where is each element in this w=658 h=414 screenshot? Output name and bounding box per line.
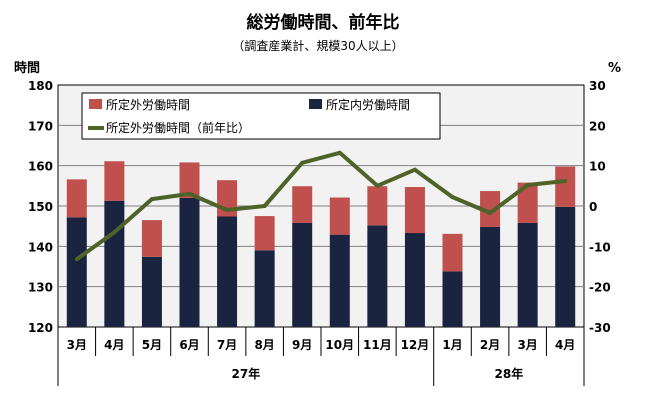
bar-overtime: [292, 186, 313, 223]
bar-scheduled: [480, 226, 501, 327]
bar-overtime: [104, 161, 125, 201]
bar-scheduled: [442, 271, 463, 327]
bar-scheduled: [217, 216, 238, 327]
x-tick-label: 3月: [67, 338, 87, 352]
x-tick-label: 11月: [363, 338, 392, 352]
x-tick-label: 2月: [480, 338, 500, 352]
x-axis: 3月 4月 5月 6月 7月 8月 9月 10月 11月 12月 1月 2月 3月 4月 27年 28年: [57, 327, 585, 386]
right-tick-label: 0: [589, 200, 597, 214]
right-axis-unit: %: [608, 61, 621, 76]
right-tick-label: 30: [589, 79, 606, 93]
x-tick-label: 8月: [254, 338, 274, 352]
bar-scheduled: [104, 200, 125, 327]
bar-overtime: [179, 162, 200, 198]
x-tick-label: 4月: [104, 338, 124, 352]
bar-scheduled: [367, 225, 388, 327]
bar-overtime: [254, 216, 275, 251]
ratio-point: [74, 257, 79, 262]
ratio-point: [337, 150, 342, 155]
bar-overtime: [442, 233, 463, 272]
bar-scheduled: [254, 250, 275, 327]
ratio-line: [74, 150, 568, 262]
left-tick-label: 160: [28, 160, 53, 174]
bar-overtime: [555, 166, 576, 207]
left-tick-label: 170: [28, 119, 53, 133]
ratio-point: [300, 160, 305, 165]
ratio-line-path: [75, 150, 566, 261]
legend-label-overtime: 所定外労働時間: [106, 97, 190, 112]
ratio-point: [412, 167, 417, 172]
bar-scheduled: [292, 222, 313, 327]
x-tick-label: 3月: [517, 338, 537, 352]
right-tick-label: -30: [589, 321, 611, 335]
right-tick-label: -20: [589, 281, 611, 295]
right-tick-label: 20: [589, 119, 606, 133]
ratio-point: [525, 183, 530, 188]
left-tick-label: 180: [28, 79, 53, 93]
bar-scheduled: [517, 222, 538, 327]
x-tick-label: 5月: [142, 338, 162, 352]
left-tick-label: 120: [28, 321, 53, 335]
chart-title: 総労働時間、前年比: [247, 12, 400, 33]
legend-box: [81, 92, 441, 140]
bar-overtime: [141, 220, 162, 257]
legend-swatch-overtime: [89, 99, 102, 109]
ratio-point: [149, 197, 154, 202]
left-tick-label: 130: [28, 281, 53, 295]
bar-scheduled: [179, 197, 200, 327]
bars: [66, 161, 576, 327]
bar-overtime: [517, 182, 538, 223]
legend-label-ratio: 所定外労働時間（前年比）: [106, 120, 250, 135]
x-tick-label: 1月: [442, 338, 462, 352]
bar-overtime: [329, 197, 350, 235]
ratio-point: [262, 204, 267, 208]
legend-swatch-scheduled: [309, 99, 322, 109]
x-tick-label: 9月: [292, 338, 312, 352]
right-tick-label: -10: [589, 240, 611, 254]
ratio-point: [225, 208, 230, 213]
bar-scheduled: [555, 206, 576, 327]
left-axis-ticks: 120 130 140 150 160 170 180: [28, 79, 53, 335]
bar-scheduled: [329, 234, 350, 327]
bar-overtime: [367, 186, 388, 226]
year-group-label: 27年: [232, 366, 261, 381]
left-tick-label: 150: [28, 200, 53, 214]
legend-label-scheduled: 所定内労働時間: [326, 97, 410, 112]
ratio-point: [112, 230, 117, 235]
year-group-label: 28年: [495, 366, 524, 381]
x-tick-label: 12月: [401, 338, 430, 352]
chart-subtitle: （調査産業計、規模30人以上）: [232, 38, 403, 53]
right-tick-label: 10: [589, 160, 606, 174]
left-tick-label: 140: [28, 240, 53, 254]
bar-scheduled: [66, 217, 87, 327]
bar-overtime: [404, 187, 425, 234]
left-axis-unit: 時間: [14, 60, 40, 76]
ratio-point: [563, 178, 568, 183]
bar-scheduled: [404, 233, 425, 327]
x-tick-label: 6月: [179, 338, 199, 352]
bar-scheduled: [141, 256, 162, 327]
bar-overtime: [66, 179, 87, 218]
x-tick-label: 10月: [325, 338, 354, 352]
right-axis-ticks: -30 -20 -10 0 10 20 30: [589, 79, 611, 335]
ratio-point: [187, 191, 192, 196]
x-tick-label: 4月: [555, 338, 575, 352]
legend: 所定外労働時間 所定内労働時間 所定外労働時間（前年比）: [81, 92, 441, 140]
ratio-point: [375, 183, 380, 188]
bar-overtime: [480, 191, 501, 227]
ratio-point: [488, 210, 493, 215]
ratio-point: [450, 195, 455, 200]
x-tick-label: 7月: [217, 338, 237, 352]
